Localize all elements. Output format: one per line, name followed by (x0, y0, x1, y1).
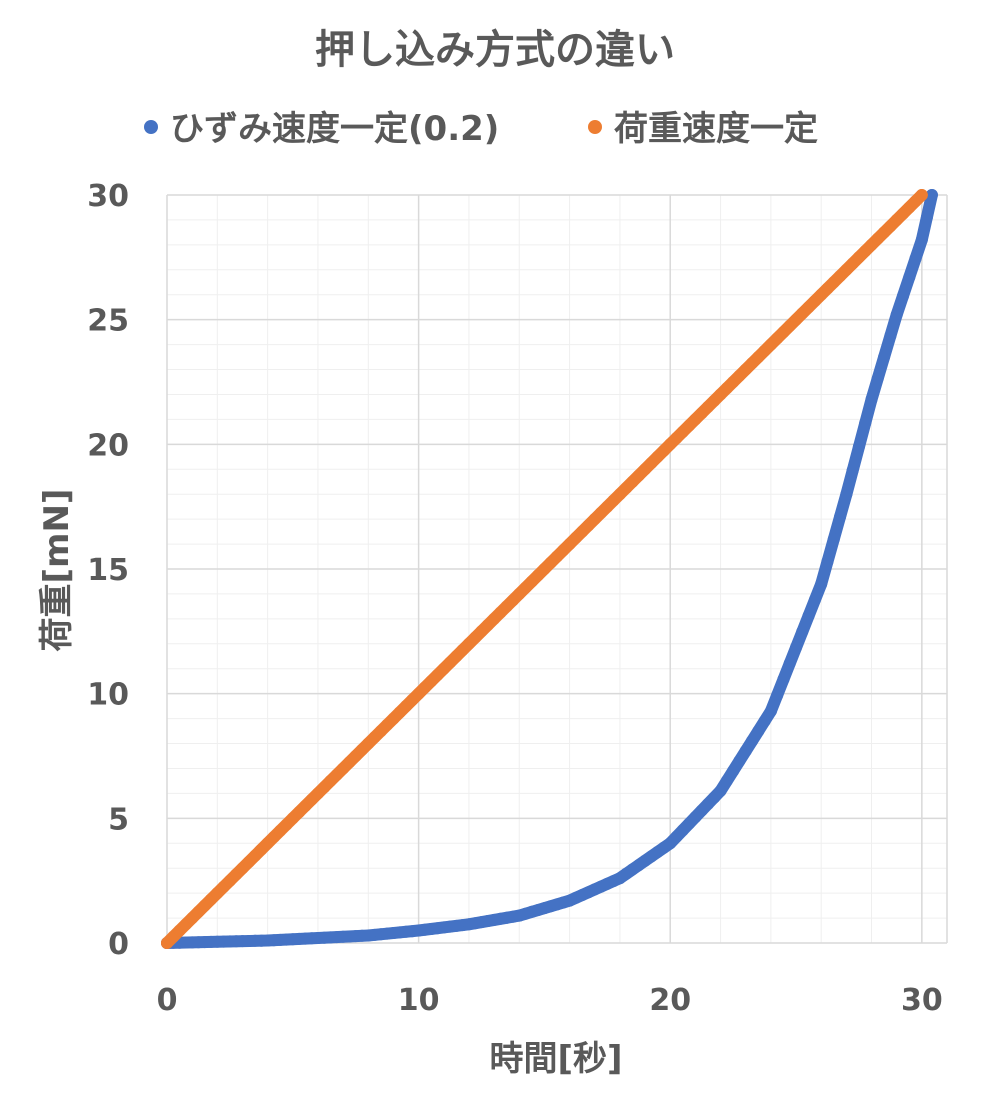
data-point (733, 755, 746, 767)
y-tick-label: 25 (87, 304, 129, 339)
data-point (897, 290, 909, 302)
data-point (815, 578, 828, 590)
data-point (720, 774, 733, 787)
x-tick-label: 0 (157, 983, 178, 1018)
data-point (903, 271, 916, 284)
data-point (821, 555, 834, 568)
legend-marker-load-rate (588, 120, 602, 134)
data-point (915, 189, 928, 201)
plot-series (161, 189, 938, 949)
data-point (783, 657, 796, 670)
data-point (852, 440, 865, 453)
y-tick-label: 15 (87, 553, 129, 588)
data-point (920, 211, 933, 224)
series-1 (161, 189, 928, 949)
data-point (871, 372, 884, 385)
data-point (915, 233, 928, 246)
series-0 (161, 189, 938, 949)
data-point (777, 673, 790, 686)
y-tick-label: 5 (108, 802, 129, 837)
data-point (802, 609, 815, 622)
data-point (878, 351, 891, 364)
legend: ひずみ速度一定(0.2) 荷重速度一定 (144, 109, 818, 149)
data-point (727, 765, 740, 777)
y-tick-label: 20 (87, 428, 129, 463)
data-point (925, 189, 938, 201)
data-point (758, 715, 771, 728)
data-point (714, 784, 727, 797)
data-point (827, 533, 840, 546)
data-point (808, 593, 821, 606)
x-axis-ticks: 0 10 20 30 (157, 983, 943, 1018)
chart-title: 押し込み方式の違い (315, 27, 675, 73)
data-point (746, 735, 758, 747)
data-point (771, 689, 784, 702)
data-point (890, 308, 903, 321)
y-tick-label: 30 (87, 179, 129, 214)
data-point (752, 725, 765, 738)
data-point (790, 641, 802, 654)
x-axis-label: 時間[秒] (489, 1039, 622, 1079)
data-point (796, 625, 809, 638)
data-point (846, 464, 859, 477)
data-point (834, 510, 847, 523)
data-point (764, 705, 777, 718)
x-tick-label: 30 (901, 983, 943, 1018)
y-tick-label: 0 (108, 927, 129, 962)
data-point (909, 252, 922, 265)
x-tick-label: 10 (398, 983, 440, 1018)
data-point (865, 393, 878, 406)
legend-marker-strain-rate (144, 120, 158, 134)
data-point (884, 329, 897, 342)
legend-label-strain-rate: ひずみ速度一定(0.2) (170, 109, 499, 149)
legend-label-load-rate: 荷重速度一定 (614, 109, 818, 149)
data-point (859, 417, 872, 430)
y-tick-label: 10 (87, 678, 129, 713)
x-tick-label: 20 (649, 983, 691, 1018)
y-axis-label: 荷重[mN] (37, 489, 77, 652)
data-point (840, 488, 853, 501)
data-point (739, 745, 752, 757)
y-axis-ticks: 0 5 10 15 20 25 30 (87, 179, 129, 962)
